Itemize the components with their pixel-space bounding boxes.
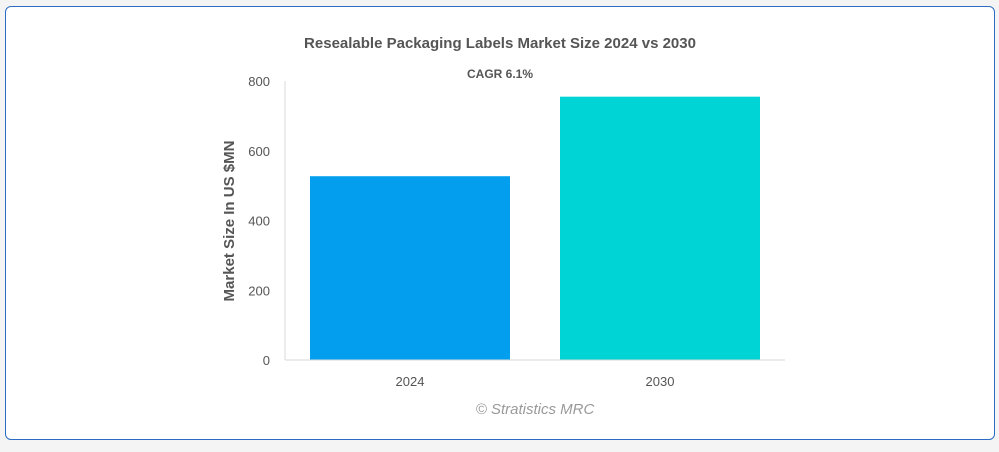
y-tick-label: 800 [248, 74, 270, 89]
x-axis: 2024 2030 [396, 374, 675, 389]
y-tick-label: 400 [248, 214, 270, 229]
y-axis: 0 200 400 600 800 [248, 74, 270, 368]
source-credit: © Stratistics MRC [476, 401, 595, 418]
cagr-label: CAGR 6.1% [467, 67, 533, 81]
bars [310, 96, 760, 360]
y-tick-label: 0 [263, 353, 270, 368]
y-axis-label: Market Size In US $MN [221, 141, 238, 302]
x-tick-label: 2030 [646, 374, 675, 389]
bar-2030 [560, 96, 760, 360]
x-tick-label: 2024 [396, 374, 425, 389]
bar-2024 [310, 176, 510, 360]
y-tick-label: 600 [248, 144, 270, 159]
y-tick-label: 200 [248, 283, 270, 298]
chart-title: Resealable Packaging Labels Market Size … [304, 35, 696, 52]
